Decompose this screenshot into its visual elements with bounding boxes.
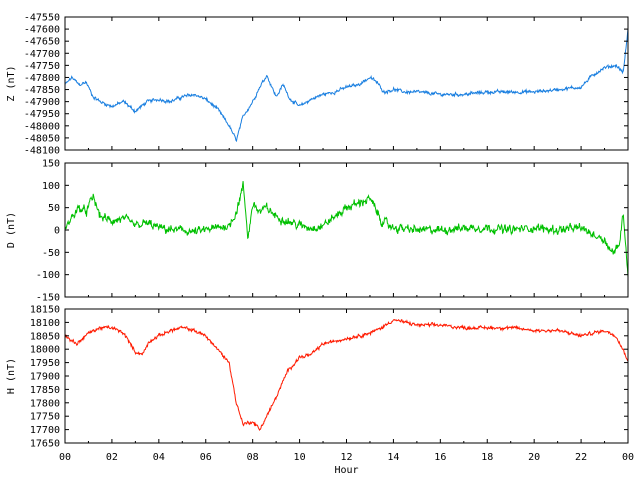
x-tick-label: 00	[622, 452, 634, 463]
x-tick-label: 02	[106, 452, 118, 463]
y-tick-label: 17800	[30, 398, 60, 409]
y-tick-label: 18150	[30, 305, 60, 316]
x-tick-label: 12	[340, 452, 352, 463]
y-tick-label: 17850	[30, 385, 60, 396]
y-tick-label: 50	[48, 203, 60, 214]
y-tick-label: 150	[42, 159, 60, 170]
y-axis-label: D (nT)	[6, 212, 17, 248]
series-line-d	[64, 181, 629, 278]
y-tick-label: -47950	[24, 109, 60, 120]
y-tick-label: -47750	[24, 61, 60, 72]
y-tick-label: -47900	[24, 97, 60, 108]
y-tick-label: -100	[36, 270, 60, 281]
x-tick-label: 14	[387, 452, 399, 463]
panel-d	[64, 162, 629, 298]
y-tick-label: 17950	[30, 358, 60, 369]
y-tick-label: 17900	[30, 372, 60, 383]
y-tick-label: -47800	[24, 73, 60, 84]
y-tick-label: -47600	[24, 25, 60, 36]
y-tick-label: -47700	[24, 49, 60, 60]
y-tick-label: 17700	[30, 425, 60, 436]
y-tick-label: -48100	[24, 146, 60, 157]
y-tick-label: -48000	[24, 121, 60, 132]
y-tick-label: -47550	[24, 13, 60, 24]
x-tick-label: 16	[434, 452, 446, 463]
y-axis-label: H (nT)	[6, 358, 17, 394]
x-tick-label: 04	[153, 452, 165, 463]
y-tick-label: 100	[42, 181, 60, 192]
x-tick-label: 18	[481, 452, 493, 463]
y-axis-label: Z (nT)	[6, 65, 17, 101]
panel-z	[64, 16, 629, 151]
panel-h	[64, 308, 629, 444]
y-tick-label: 18000	[30, 345, 60, 356]
x-tick-label: 00	[59, 452, 71, 463]
y-tick-label: 17750	[30, 412, 60, 423]
y-tick-label: -150	[36, 293, 60, 304]
x-tick-label: 06	[200, 452, 212, 463]
y-tick-label: 0	[54, 226, 60, 237]
x-tick-label: 10	[294, 452, 306, 463]
panel-frame-h	[64, 308, 629, 444]
y-tick-label: 18100	[30, 318, 60, 329]
y-tick-label: 17650	[30, 439, 60, 450]
x-tick-label: 08	[247, 452, 259, 463]
y-tick-label: -50	[42, 248, 60, 259]
y-tick-label: -47850	[24, 85, 60, 96]
y-tick-label: -48050	[24, 133, 60, 144]
series-line-z	[64, 28, 629, 143]
x-axis-label: Hour	[334, 465, 358, 476]
x-tick-label: 20	[528, 452, 540, 463]
panel-frame-z	[64, 16, 629, 151]
y-tick-label: -47650	[24, 37, 60, 48]
y-tick-label: 18050	[30, 331, 60, 342]
x-tick-label: 22	[575, 452, 587, 463]
series-line-h	[64, 319, 629, 432]
